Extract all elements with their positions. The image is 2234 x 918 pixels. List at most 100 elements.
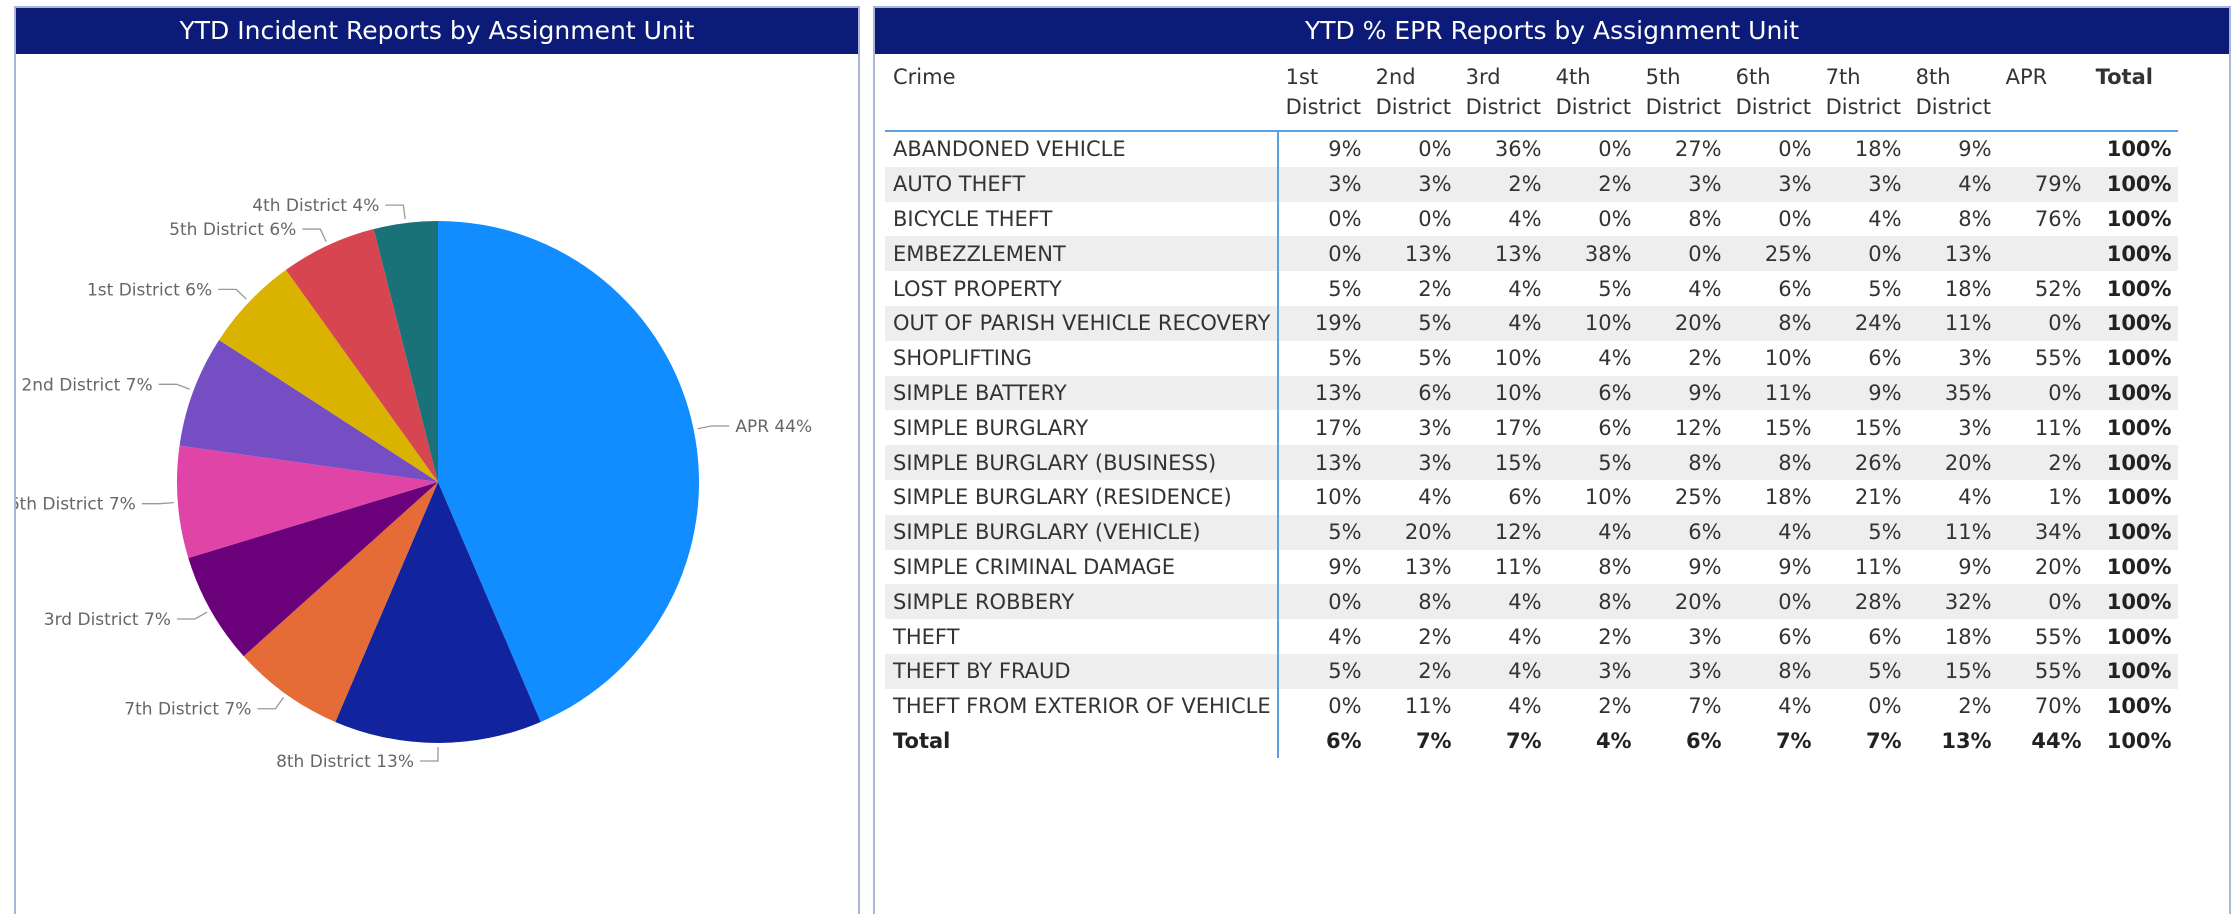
leader-line	[302, 229, 326, 242]
slice-name: 8th District	[276, 752, 371, 772]
column-header: 8th District	[1908, 62, 1998, 131]
cell: 27%	[1638, 131, 1728, 167]
cell: 2%	[1548, 689, 1638, 724]
slice-label: 1st District 6%	[87, 280, 212, 300]
cell: 6%	[1818, 619, 1908, 654]
cell: 4%	[1548, 341, 1638, 376]
cell: 20%	[1368, 515, 1458, 550]
cell: 5%	[1278, 341, 1368, 376]
cell: 4%	[1548, 724, 1638, 759]
cell: 25%	[1728, 236, 1818, 271]
row-label: Total	[885, 724, 1278, 759]
slice-value: 7%	[144, 610, 171, 630]
cell: 0%	[1548, 131, 1638, 167]
row-label: AUTO THEFT	[885, 167, 1278, 202]
cell: 3%	[1368, 410, 1458, 445]
cell: 3%	[1638, 619, 1728, 654]
cell: 8%	[1638, 445, 1728, 480]
column-header: Total	[2088, 62, 2178, 131]
slice-label: APR 44%	[735, 417, 812, 437]
cell: 4%	[1458, 584, 1548, 619]
cell: 13%	[1368, 550, 1458, 585]
cell: 10%	[1458, 376, 1548, 411]
cell: 44%	[1998, 724, 2088, 759]
cell: 55%	[1998, 619, 2088, 654]
cell: 79%	[1998, 167, 2088, 202]
cell: 11%	[1368, 689, 1458, 724]
cell: 6%	[1548, 376, 1638, 411]
leader-line	[159, 384, 190, 389]
cell: 0%	[1998, 306, 2088, 341]
row-label: THEFT	[885, 619, 1278, 654]
cell: 100%	[2088, 167, 2178, 202]
cell: 15%	[1458, 445, 1548, 480]
cell: 100%	[2088, 445, 2178, 480]
cell: 100%	[2088, 271, 2178, 306]
cell: 4%	[1278, 619, 1368, 654]
cell: 5%	[1818, 515, 1908, 550]
cell: 10%	[1458, 341, 1548, 376]
cell: 24%	[1818, 306, 1908, 341]
cell: 18%	[1908, 619, 1998, 654]
cell: 4%	[1458, 654, 1548, 689]
column-header: 1st District	[1278, 62, 1368, 131]
chart-title: YTD Incident Reports by Assignment Unit	[16, 8, 858, 54]
cell: 100%	[2088, 724, 2178, 759]
cell: 19%	[1278, 306, 1368, 341]
cell: 6%	[1458, 480, 1548, 515]
cell: 6%	[1368, 376, 1458, 411]
cell: 100%	[2088, 131, 2178, 167]
cell: 8%	[1728, 445, 1818, 480]
cell: 0%	[1728, 202, 1818, 237]
cell: 9%	[1638, 550, 1728, 585]
leader-line	[142, 503, 174, 504]
cell: 8%	[1728, 654, 1818, 689]
cell: 0%	[1278, 236, 1368, 271]
cell: 5%	[1548, 271, 1638, 306]
row-label: OUT OF PARISH VEHICLE RECOVERY	[885, 306, 1278, 341]
cell: 2%	[1638, 341, 1728, 376]
cell: 100%	[2088, 619, 2178, 654]
leader-line	[177, 612, 207, 619]
slice-name: APR	[735, 417, 769, 437]
cell: 10%	[1548, 480, 1638, 515]
cell: 100%	[2088, 376, 2178, 411]
cell: 18%	[1818, 131, 1908, 167]
cell: 7%	[1818, 724, 1908, 759]
cell: 18%	[1728, 480, 1818, 515]
cell: 4%	[1728, 515, 1818, 550]
cell: 28%	[1818, 584, 1908, 619]
cell: 34%	[1998, 515, 2088, 550]
column-header: 2nd District	[1368, 62, 1458, 131]
leader-line	[218, 289, 246, 299]
slice-value: 7%	[109, 495, 136, 515]
cell: 3%	[1278, 167, 1368, 202]
cell: 0%	[1278, 202, 1368, 237]
cell: 2%	[1998, 445, 2088, 480]
cell: 13%	[1278, 445, 1368, 480]
cell: 5%	[1818, 654, 1908, 689]
row-label: SIMPLE BURGLARY (VEHICLE)	[885, 515, 1278, 550]
slice-name: 2nd District	[21, 375, 120, 395]
cell: 3%	[1548, 654, 1638, 689]
cell: 8%	[1638, 202, 1728, 237]
cell: 9%	[1638, 376, 1728, 411]
cell: 6%	[1638, 724, 1728, 759]
cell: 17%	[1458, 410, 1548, 445]
cell: 20%	[1908, 445, 1998, 480]
cell: 35%	[1908, 376, 1998, 411]
cell: 11%	[1908, 515, 1998, 550]
slice-value: 4%	[352, 196, 379, 216]
cell: 6%	[1728, 619, 1818, 654]
cell: 100%	[2088, 654, 2178, 689]
cell: 3%	[1728, 167, 1818, 202]
cell: 15%	[1818, 410, 1908, 445]
row-label: SHOPLIFTING	[885, 341, 1278, 376]
